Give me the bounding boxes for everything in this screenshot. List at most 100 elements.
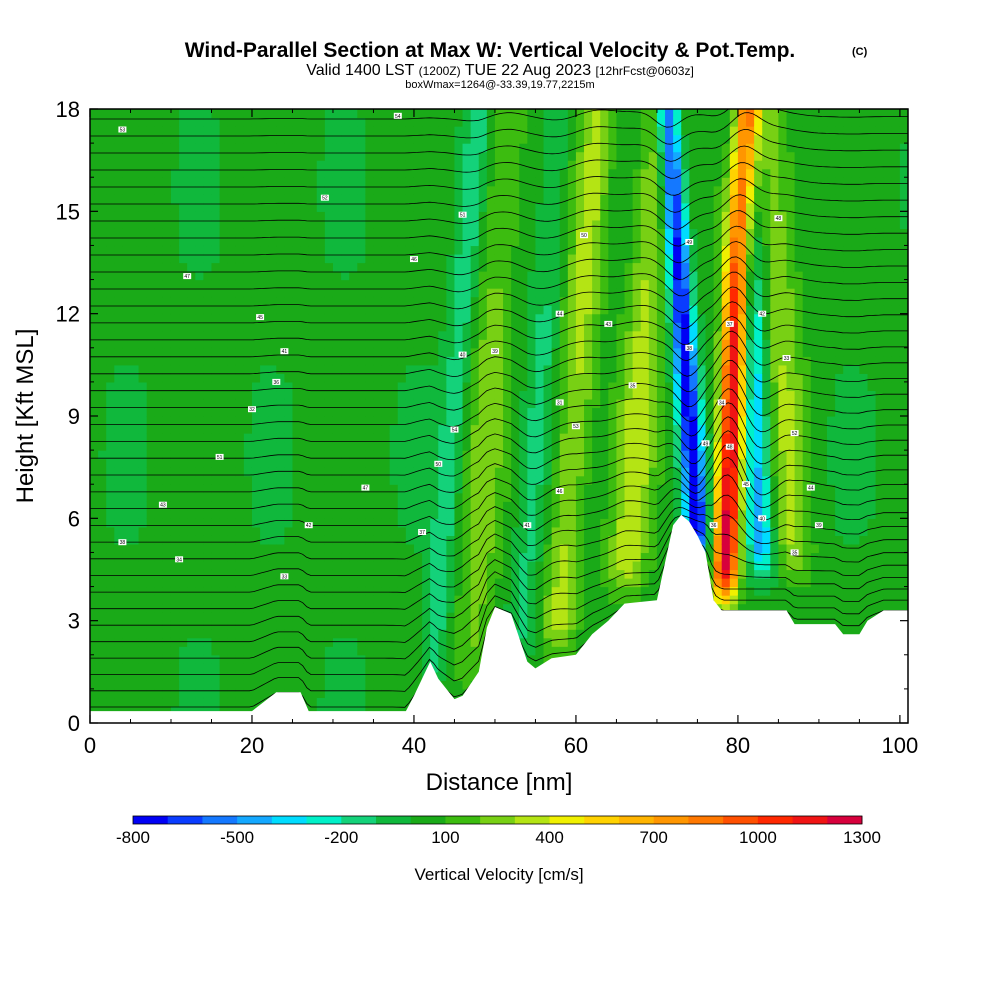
theta-label: 31	[557, 400, 563, 406]
potential-temperature-contours	[90, 109, 908, 708]
colorbar-tick-label: 1300	[843, 828, 881, 847]
y-tick-label: 18	[56, 97, 80, 122]
theta-label-box	[272, 378, 281, 385]
potential-temperature-labels: 53 54 52 51 50 49 48 47 46 45 44 43 42 41 40 39 38 37 36 35…	[118, 112, 823, 580]
colorbar-frame	[132, 815, 863, 825]
colorbar-swatch	[688, 816, 724, 824]
theta-label: 42	[759, 312, 765, 318]
theta-contour	[90, 210, 908, 247]
theta-contour	[90, 178, 908, 213]
theta-label-box	[814, 522, 823, 529]
theta-contour	[90, 523, 908, 610]
theta-contour	[90, 539, 908, 643]
colorbar-tick-label: -500	[220, 828, 254, 847]
theta-label-box	[604, 320, 613, 327]
theta-label-box	[434, 460, 443, 467]
theta-label-box	[628, 382, 637, 389]
theta-label: 45	[257, 315, 263, 321]
theta-label: 46	[411, 257, 417, 263]
x-tick-label: 60	[564, 733, 588, 758]
theta-label-box	[280, 348, 289, 355]
theta-label-box	[280, 573, 289, 580]
colorbar-swatch	[167, 816, 203, 824]
theta-label-box	[717, 399, 726, 406]
theta-label-box	[410, 256, 418, 263]
theta-label: 42	[306, 523, 312, 529]
colorbar-swatch	[653, 816, 689, 824]
theta-label: 54	[452, 428, 458, 434]
colorbar-label: Vertical Velocity [cm/s]	[414, 865, 583, 884]
theta-label: 38	[120, 540, 126, 546]
theta-label-box	[458, 351, 467, 358]
x-axis: 0 20 40 60 80 100	[84, 109, 918, 758]
theta-label-box	[183, 273, 192, 280]
colorbar-swatch	[723, 816, 759, 824]
colorbar-swatch	[514, 816, 550, 824]
colorbar-swatch	[619, 816, 655, 824]
theta-label-box	[758, 515, 767, 522]
theta-label: 49	[687, 240, 693, 246]
theta-label: 38	[687, 346, 693, 352]
colorbar-tick-label: 700	[640, 828, 668, 847]
theta-label: 53	[120, 128, 126, 134]
theta-label: 35	[792, 550, 798, 556]
x-axis-label: Distance [nm]	[426, 769, 573, 796]
theta-label-box	[458, 211, 467, 218]
theta-label-box	[215, 453, 224, 460]
theta-label: 32	[249, 407, 255, 413]
copyright-mark: (C)	[852, 46, 868, 58]
y-tick-label: 0	[68, 711, 80, 736]
colorbar	[132, 815, 863, 825]
theta-contour	[90, 345, 908, 394]
theta-label: 37	[727, 322, 733, 328]
theta-label-box	[742, 481, 750, 488]
theta-label: 50	[581, 233, 587, 239]
colorbar-swatch	[341, 816, 377, 824]
theta-label: 33	[784, 356, 790, 362]
colorbar-ticks: -800 -500 -200 100 400 700 1000 1300	[116, 828, 881, 847]
theta-label: 47	[363, 486, 369, 492]
theta-label: 52	[792, 431, 798, 437]
theta-label-box	[685, 239, 694, 245]
theta-label-box	[491, 348, 499, 355]
theta-label: 50	[436, 462, 442, 468]
y-tick-label: 15	[56, 199, 80, 224]
theta-label-box	[725, 443, 734, 450]
x-tick-label: 40	[402, 733, 426, 758]
theta-label: 43	[606, 322, 612, 328]
colorbar-tick-label: -800	[116, 828, 150, 847]
theta-label: 40	[759, 516, 765, 522]
theta-label: 41	[282, 349, 288, 355]
theta-label-box	[304, 522, 313, 529]
theta-label-box	[580, 232, 588, 239]
colorbar-swatch	[445, 816, 481, 824]
x-tick-label: 100	[882, 733, 919, 758]
colorbar-swatch	[376, 816, 412, 824]
plot-area: 53 54 52 51 50 49 48 47 46 45 44 43 42 41 40 39 38 37 36 35…	[90, 109, 908, 723]
theta-contour	[90, 374, 908, 428]
theta-contour	[90, 474, 908, 543]
theta-contour	[90, 430, 908, 493]
theta-contour	[90, 443, 908, 510]
theta-label: 35	[630, 383, 636, 389]
theta-label: 41	[525, 523, 531, 529]
y-axis-label: Height [Kft MSL]	[12, 329, 39, 504]
y-tick-label: 3	[68, 609, 80, 634]
theta-label-box	[790, 549, 799, 556]
theta-label: 33	[282, 574, 288, 580]
theta-label-box	[418, 529, 427, 535]
theta-label: 43	[160, 503, 166, 509]
theta-contour	[90, 456, 908, 527]
theta-label: 48	[727, 445, 733, 451]
theta-label-box	[450, 426, 459, 433]
theta-label-box	[523, 522, 532, 529]
x-tick-label: 0	[84, 733, 96, 758]
colorbar-swatch	[410, 816, 446, 824]
colorbar-swatch	[133, 816, 169, 824]
theta-label-box	[758, 310, 767, 317]
theta-contour	[90, 315, 908, 362]
theta-contour	[90, 241, 908, 280]
colorbar-swatch	[827, 816, 863, 824]
y-tick-label: 9	[68, 404, 80, 429]
